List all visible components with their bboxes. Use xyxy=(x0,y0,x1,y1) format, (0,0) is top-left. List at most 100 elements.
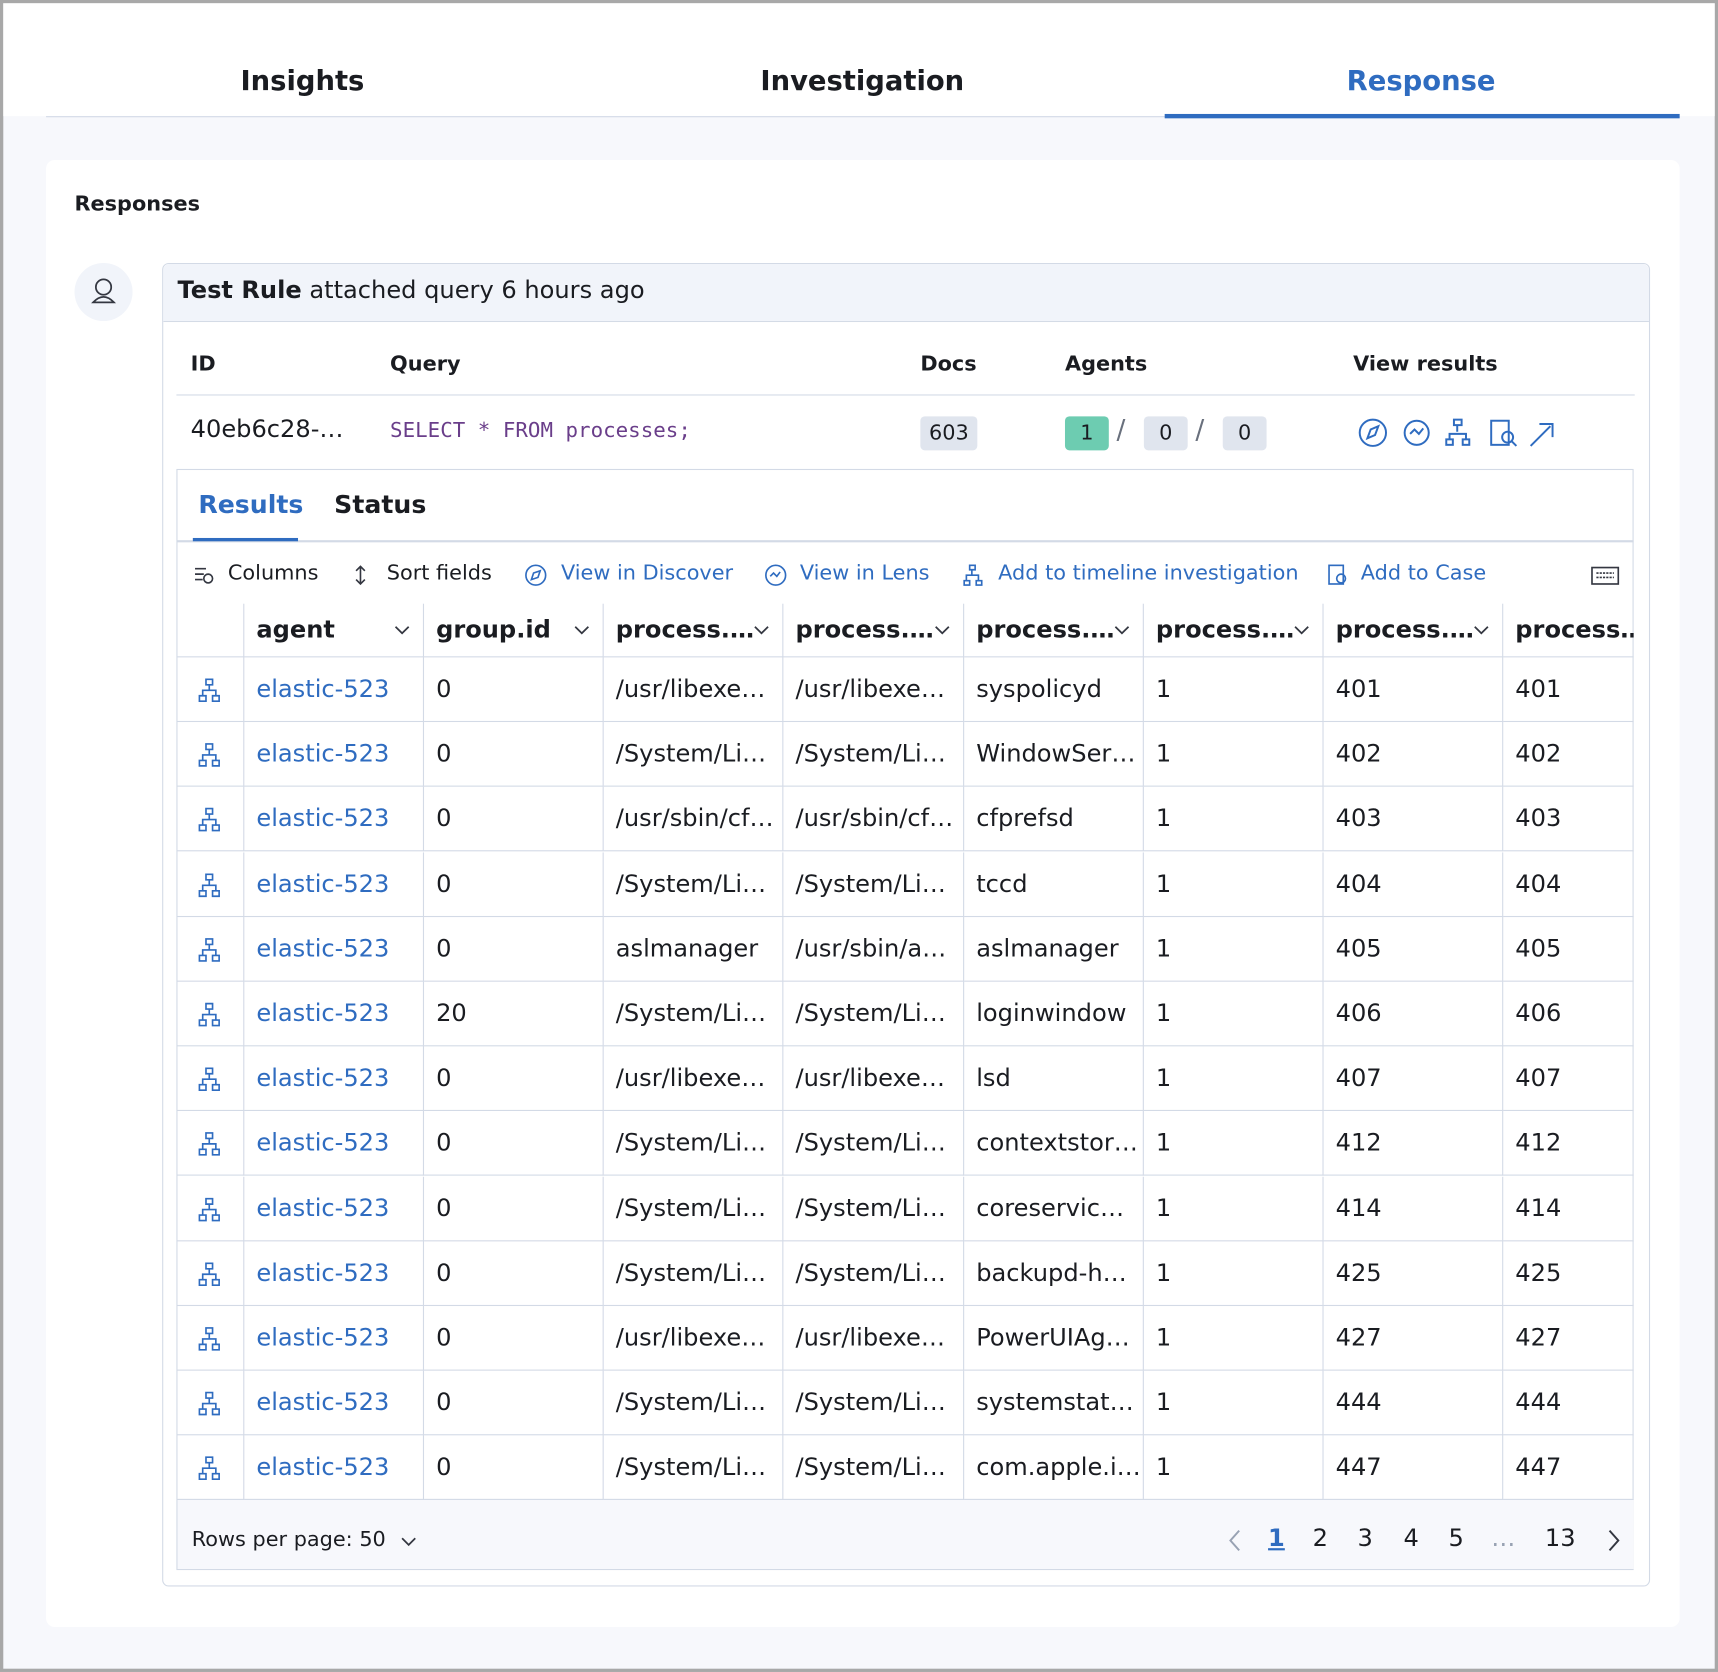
grid-cell: 0 xyxy=(424,852,604,917)
grid-cell: 1 xyxy=(1144,982,1324,1047)
sort-chevron[interactable] xyxy=(1111,619,1133,641)
grid-cell: 412 xyxy=(1503,1111,1633,1176)
session-view-icon[interactable] xyxy=(195,871,223,899)
status-tab[interactable]: Status xyxy=(334,491,426,519)
session-view-icon[interactable] xyxy=(195,1065,223,1093)
sort-chevron[interactable] xyxy=(571,619,593,641)
agent-link[interactable]: elastic-523 xyxy=(244,657,424,722)
agent-link[interactable]: elastic-523 xyxy=(244,1176,424,1241)
grid-cell: coreservic… xyxy=(964,1176,1144,1241)
tab[interactable]: Insights xyxy=(240,65,364,97)
grid-cell: 1 xyxy=(1144,657,1324,722)
session-view-icon[interactable] xyxy=(195,1454,223,1482)
sort-chevron[interactable] xyxy=(1291,619,1313,641)
rows-per-page[interactable]: Rows per page: 50 xyxy=(192,1527,386,1551)
separator: / xyxy=(1116,414,1125,445)
divider xyxy=(177,540,1633,542)
results-tab[interactable]: Results xyxy=(198,491,303,519)
agent-link[interactable]: elastic-523 xyxy=(244,1306,424,1371)
query-id: 40eb6c28-… xyxy=(191,416,344,443)
row-action-cell xyxy=(177,787,244,852)
agent-link[interactable]: elastic-523 xyxy=(244,1047,424,1112)
page-link[interactable]: 13 xyxy=(1545,1525,1576,1552)
grid-cell: /System/Li… xyxy=(783,982,964,1047)
avatar xyxy=(75,263,133,321)
session-view-icon[interactable] xyxy=(195,1325,223,1353)
col-header: Agents xyxy=(1065,352,1147,376)
session-view-icon[interactable] xyxy=(195,806,223,834)
agent-link[interactable]: elastic-523 xyxy=(244,1241,424,1306)
page-link[interactable]: 2 xyxy=(1313,1525,1328,1552)
grid-cell: 0 xyxy=(424,1306,604,1371)
session-view-icon[interactable] xyxy=(195,1260,223,1288)
grid-cell: 0 xyxy=(424,1047,604,1112)
agent-link[interactable]: elastic-523 xyxy=(244,852,424,917)
grid-cell: systemstat… xyxy=(964,1371,1144,1436)
session-view-icon[interactable] xyxy=(195,1000,223,1028)
grid-cell: 0 xyxy=(424,1371,604,1436)
comment-author: Test Rule xyxy=(177,277,301,304)
view-result-icons[interactable] xyxy=(1358,415,1562,450)
session-view-icon[interactable] xyxy=(195,1195,223,1223)
agent-link[interactable]: elastic-523 xyxy=(244,787,424,852)
grid-header-cell[interactable]: process… xyxy=(1503,604,1633,658)
prev-page[interactable] xyxy=(1224,1526,1246,1554)
grid-cell: 447 xyxy=(1503,1436,1633,1501)
grid-cell: 0 xyxy=(424,1111,604,1176)
grid-cell: backupd-h… xyxy=(964,1241,1144,1306)
agent-link[interactable]: elastic-523 xyxy=(244,1111,424,1176)
grid-cell: /System/Li… xyxy=(604,1436,784,1501)
grid-cell: 0 xyxy=(424,657,604,722)
tab-bar xyxy=(3,3,1714,116)
sort-chevron[interactable] xyxy=(391,619,413,641)
grid-cell: /System/Li… xyxy=(604,1111,784,1176)
page-link[interactable]: 3 xyxy=(1358,1525,1373,1552)
sort-chevron[interactable] xyxy=(751,619,773,641)
agent-link[interactable]: elastic-523 xyxy=(244,917,424,982)
grid-cell: 403 xyxy=(1503,787,1633,852)
grid-cell: 407 xyxy=(1503,1047,1633,1112)
session-view-icon[interactable] xyxy=(195,676,223,704)
grid-cell: aslmanager xyxy=(604,917,784,982)
grid-cell: 425 xyxy=(1324,1241,1504,1306)
agent-link[interactable]: elastic-523 xyxy=(244,982,424,1047)
grid-cell: com.apple.i… xyxy=(964,1436,1144,1501)
docs-badge: 603 xyxy=(920,416,977,450)
session-view-icon[interactable] xyxy=(195,1130,223,1158)
grid-cell: 427 xyxy=(1324,1306,1504,1371)
agent-link[interactable]: elastic-523 xyxy=(244,722,424,787)
grid-cell: /usr/libexe… xyxy=(783,1306,964,1371)
grid-cell: /usr/libexe… xyxy=(604,657,784,722)
sort-chevron[interactable] xyxy=(931,619,953,641)
grid-cell: 444 xyxy=(1324,1371,1504,1436)
grid-cell: 1 xyxy=(1144,1371,1324,1436)
agent-link[interactable]: elastic-523 xyxy=(244,1436,424,1501)
grid-cell: /System/Li… xyxy=(783,1176,964,1241)
grid-cell: 407 xyxy=(1324,1047,1504,1112)
grid-cell: syspolicyd xyxy=(964,657,1144,722)
grid-cell: 404 xyxy=(1503,852,1633,917)
col-header: Query xyxy=(390,352,460,376)
session-view-icon[interactable] xyxy=(195,1390,223,1418)
grid-cell: /System/Li… xyxy=(783,1436,964,1501)
session-view-icon[interactable] xyxy=(195,935,223,963)
page-current[interactable]: 1 xyxy=(1268,1525,1285,1552)
tab-active[interactable]: Response xyxy=(1347,65,1496,97)
grid-cell: /usr/sbin/cf… xyxy=(783,787,964,852)
agent-link[interactable]: elastic-523 xyxy=(244,1371,424,1436)
session-view-icon[interactable] xyxy=(195,741,223,769)
row-action-cell xyxy=(177,1436,244,1501)
tab[interactable]: Investigation xyxy=(760,65,964,97)
grid-cell: /System/Li… xyxy=(604,852,784,917)
sort-chevron[interactable] xyxy=(1470,619,1492,641)
grid-cell: 1 xyxy=(1144,1306,1324,1371)
page-link[interactable]: 5 xyxy=(1448,1525,1463,1552)
grid-cell: /usr/sbin/a… xyxy=(783,917,964,982)
next-page[interactable] xyxy=(1603,1526,1625,1554)
comment-text: attached query 6 hours ago xyxy=(309,277,644,304)
grid-cell: 401 xyxy=(1503,657,1633,722)
row-action-cell xyxy=(177,1306,244,1371)
grid-cell: 1 xyxy=(1144,787,1324,852)
page-link[interactable]: 4 xyxy=(1404,1525,1419,1552)
